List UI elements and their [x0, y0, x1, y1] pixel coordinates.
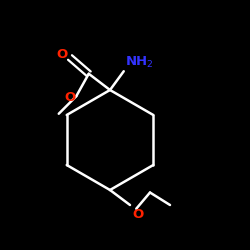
Text: O: O — [64, 91, 76, 104]
Text: O: O — [57, 48, 68, 62]
Text: NH$_2$: NH$_2$ — [125, 55, 154, 70]
Text: O: O — [132, 208, 144, 220]
